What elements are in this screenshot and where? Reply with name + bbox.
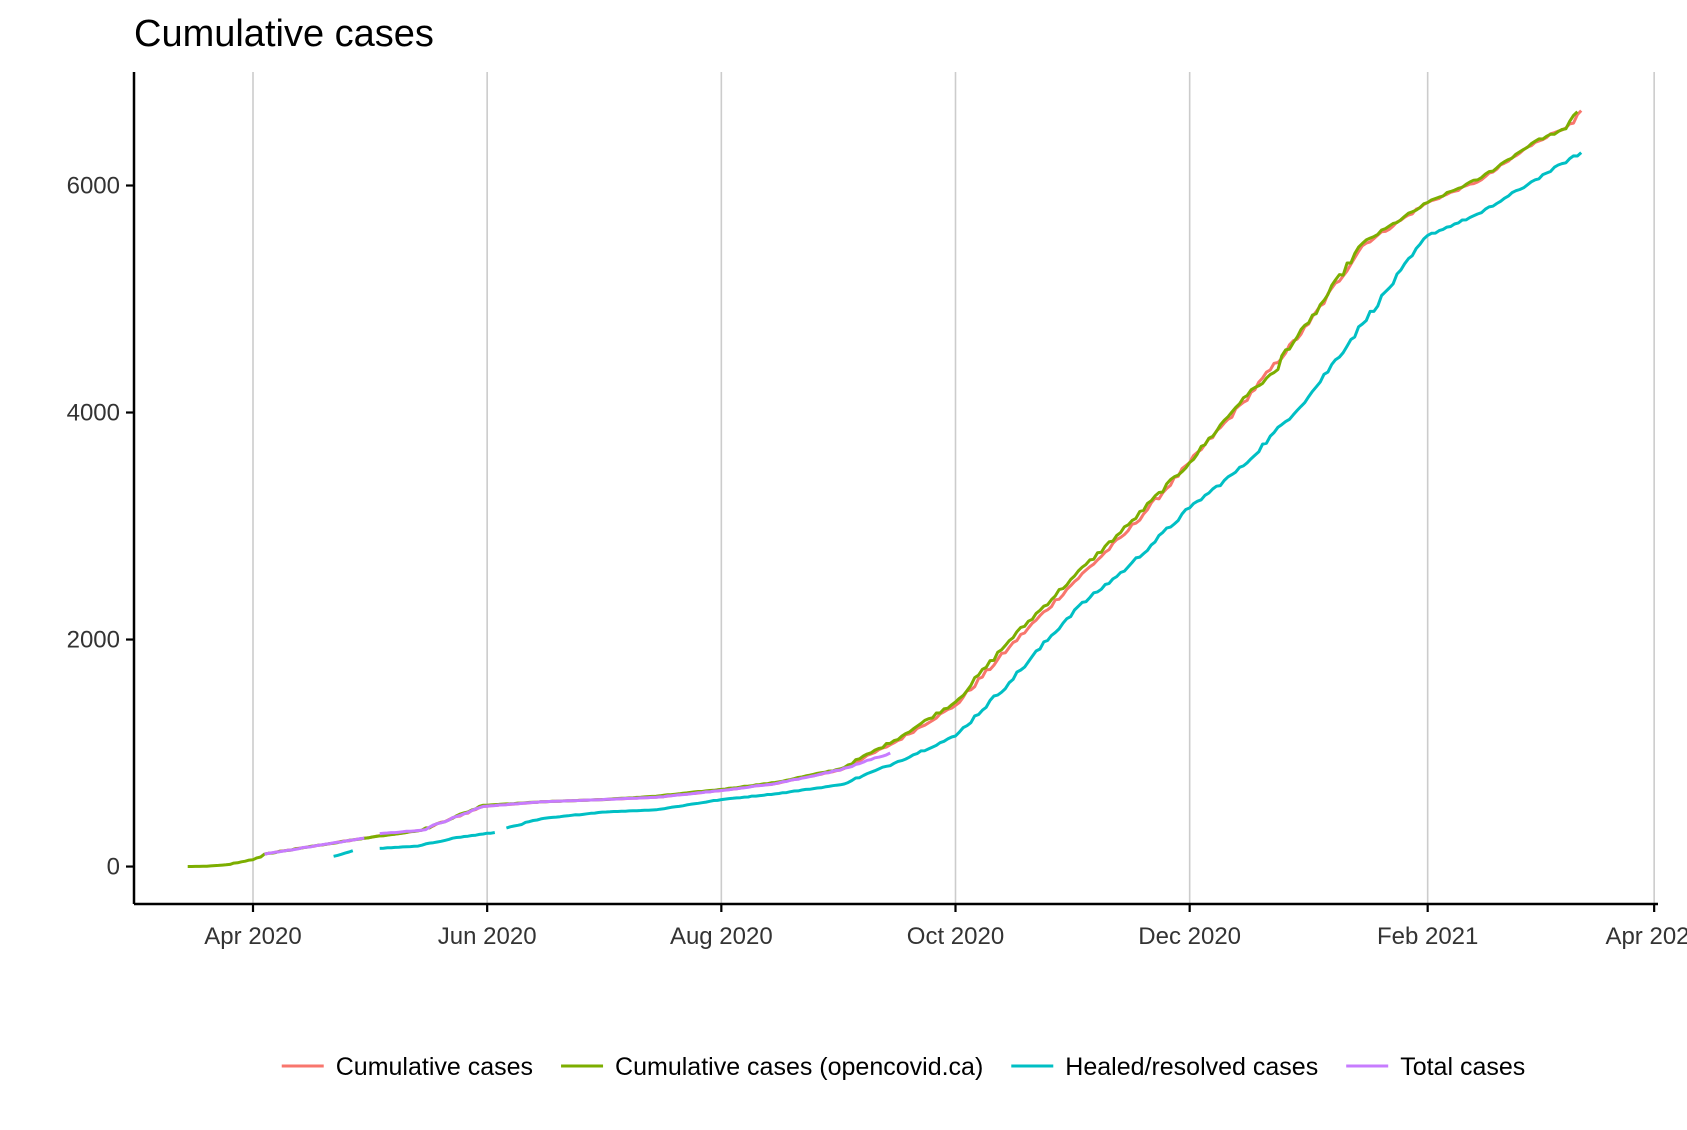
x-tick-label: Apr 2021: [1605, 923, 1687, 950]
legend-label: Healed/resolved cases: [1065, 1053, 1318, 1081]
y-tick-label: 2000: [67, 627, 120, 654]
data-series: [187, 109, 1583, 868]
x-tick-label: Dec 2020: [1138, 923, 1241, 950]
x-tick-label: Jun 2020: [438, 923, 537, 950]
series-line: [379, 831, 496, 850]
grid-lines: [252, 72, 1655, 904]
legend-label: Cumulative cases: [336, 1053, 533, 1081]
x-tick-label: Aug 2020: [670, 923, 773, 950]
x-tick-label: Feb 2021: [1377, 923, 1478, 950]
legend-label: Cumulative cases (opencovid.ca): [615, 1053, 983, 1081]
series-line: [379, 751, 891, 836]
x-tick-label: Oct 2020: [907, 923, 1004, 950]
y-tick-label: 4000: [67, 400, 120, 427]
chart-title: Cumulative cases: [134, 13, 434, 55]
series-line: [264, 836, 365, 856]
y-tick-label: 6000: [67, 173, 120, 200]
series-line: [505, 151, 1583, 830]
axes: 0 2000 4000 6000 Apr 2020 Jun 2020 Aug 2020 Oct…: [67, 72, 1687, 950]
legend: Cumulative cases Cumulative cases (openco…: [281, 1053, 1525, 1081]
x-tick-label: Apr 2020: [204, 923, 301, 950]
y-tick-label: 0: [107, 854, 120, 881]
series-line: [264, 109, 1583, 856]
series-line: [187, 110, 1579, 868]
series-line: [333, 849, 354, 858]
legend-label: Total cases: [1400, 1053, 1525, 1081]
